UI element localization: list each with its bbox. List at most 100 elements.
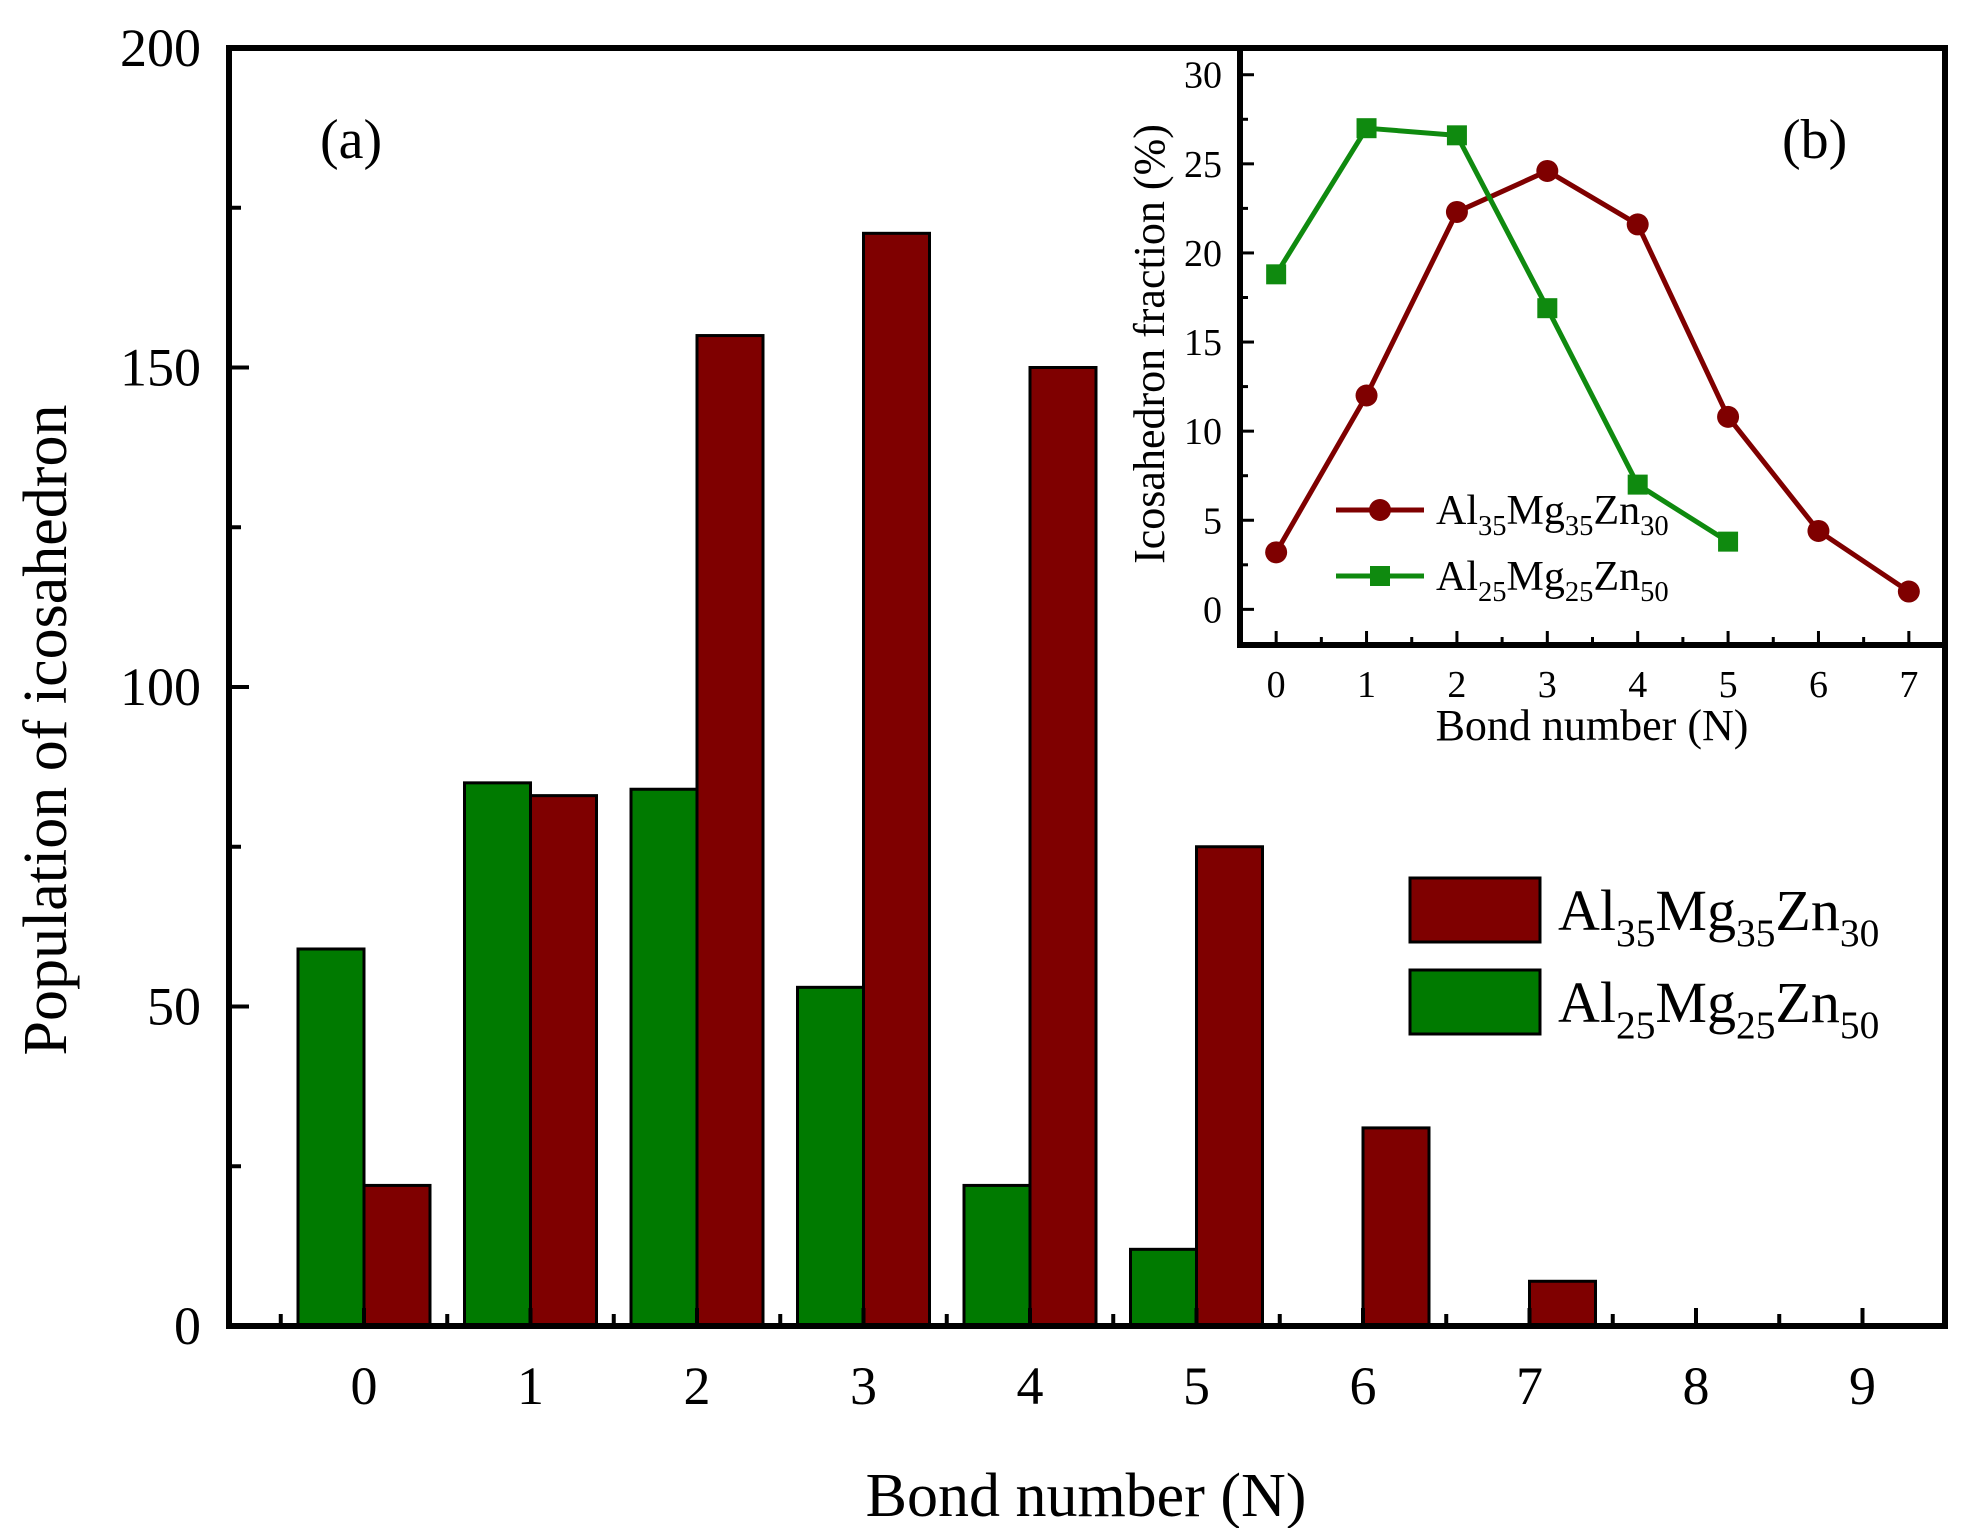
x-tick-label: 7 <box>1516 1356 1543 1416</box>
point-Al25Mg25Zn50-4 <box>1627 474 1648 495</box>
y-tick-label: 150 <box>120 338 201 398</box>
line-Al25Mg25Zn50 <box>1274 125 1730 544</box>
main-bars <box>296 231 1597 1328</box>
point-Al25Mg25Zn50-3 <box>1537 298 1558 319</box>
x-tick-label: 3 <box>850 1356 877 1416</box>
x-tick-label: 6 <box>1350 1356 1377 1416</box>
main-y-axis-title: Population of icosahedron <box>12 405 80 1056</box>
point-Al25Mg25Zn50-5 <box>1718 531 1739 552</box>
point-Al35Mg35Zn30-4 <box>1626 213 1649 236</box>
formula-element: Zn <box>1593 488 1640 534</box>
x-tick-label: 5 <box>1183 1356 1210 1416</box>
point-Al35Mg35Zn30-1 <box>1355 384 1378 407</box>
formula-element: Zn <box>1593 554 1640 600</box>
point-Al35Mg35Zn30-6 <box>1807 519 1830 542</box>
inset-x-tick-label: 5 <box>1719 664 1738 706</box>
inset-x-tick-label: 6 <box>1809 664 1828 706</box>
bar-Al25Mg25Zn50-1 <box>463 781 532 1328</box>
x-tick-label: 9 <box>1849 1356 1876 1416</box>
y-tick-label: 100 <box>120 657 201 717</box>
y-tick-label: 50 <box>147 977 201 1037</box>
inset-y-axis-title: Icosahedron fraction (%) <box>1125 124 1174 564</box>
formula-subscript: 35 <box>1736 911 1775 955</box>
x-tick-label: 1 <box>517 1356 544 1416</box>
main-y-axis: 0 50 100 150 200 <box>120 18 249 1356</box>
point-Al25Mg25Zn50-0 <box>1266 264 1287 285</box>
formula-subscript: 25 <box>1616 1003 1655 1047</box>
inset-y-tick-label: 0 <box>1203 589 1222 631</box>
line-Al35Mg35Zn30 <box>1273 168 1911 594</box>
formula-element: Mg <box>1507 488 1565 534</box>
formula-element: Al <box>1436 488 1478 534</box>
bar-Al35Mg35Zn30-3 <box>862 231 931 1328</box>
inset-y-tick-label: 25 <box>1184 144 1222 186</box>
series-Al25Mg25Zn50 <box>1266 118 1739 552</box>
panel-label-b: (b) <box>1782 109 1847 171</box>
inset-x-tick-label: 1 <box>1357 664 1376 706</box>
formula-element: Zn <box>1775 970 1839 1035</box>
x-tick-label: 0 <box>351 1356 378 1416</box>
formula-subscript: 25 <box>1478 577 1507 608</box>
bar-Al35Mg35Zn30-4 <box>1028 366 1098 1328</box>
formula-element: Mg <box>1507 554 1565 600</box>
bar-Al35Mg35Zn30-7 <box>1528 1279 1597 1328</box>
formula-subscript: 35 <box>1565 511 1594 542</box>
inset-y-tick-label: 10 <box>1184 411 1222 453</box>
bar-Al35Mg35Zn30-2 <box>695 334 765 1328</box>
point-Al25Mg25Zn50-2 <box>1446 125 1467 146</box>
x-tick-label: 2 <box>684 1356 711 1416</box>
inset-y-tick-label: 30 <box>1184 55 1222 97</box>
point-Al35Mg35Zn30-0 <box>1265 541 1288 564</box>
point-Al25Mg25Zn50-1 <box>1356 118 1377 139</box>
inset-line-chart: 0 5 10 15 20 25 30 0 1 2 3 4 5 6 7 Bond number (N) Ic… <box>1125 45 1948 750</box>
point-Al35Mg35Zn30-3 <box>1536 159 1559 182</box>
inset-x-tick-label: 0 <box>1267 664 1286 706</box>
inset-x-tick-label: 4 <box>1628 664 1647 706</box>
point-Al35Mg35Zn30-7 <box>1897 580 1920 603</box>
formula-element: Mg <box>1655 878 1736 943</box>
formula-subscript: 30 <box>1640 511 1669 542</box>
inset-x-tick-label: 7 <box>1899 664 1918 706</box>
point-Al35Mg35Zn30-2 <box>1445 200 1468 223</box>
formula-subscript: 50 <box>1840 1003 1879 1047</box>
inset-x-tick-label: 2 <box>1447 664 1466 706</box>
series-Al35Mg35Zn30 <box>1265 159 1920 603</box>
formula-subscript: 25 <box>1565 577 1594 608</box>
legend-label-Al35Mg35Zn30: Al35Mg35Zn30 <box>1558 878 1879 955</box>
inset-y-tick-label: 20 <box>1184 233 1222 275</box>
formula-element: Al <box>1558 970 1616 1035</box>
formula-subscript: 35 <box>1478 511 1507 542</box>
inset-y-tick-label: 5 <box>1203 500 1222 542</box>
legend-swatch-Al35Mg35Zn30 <box>1408 876 1542 944</box>
formula-element: Al <box>1558 878 1616 943</box>
inset-legend-marker-Al25Mg25Zn50 <box>1370 566 1390 586</box>
formula-element: Mg <box>1655 970 1736 1035</box>
point-Al35Mg35Zn30-5 <box>1717 405 1740 428</box>
x-tick-label: 4 <box>1017 1356 1044 1416</box>
inset-x-axis: 0 1 2 3 4 5 6 7 <box>1267 631 1918 706</box>
formula-element: Zn <box>1775 878 1839 943</box>
inset-x-tick-label: 3 <box>1538 664 1557 706</box>
inset-legend-marker-Al35Mg35Zn30 <box>1369 499 1391 521</box>
bar-Al25Mg25Zn50-5 <box>1129 1247 1198 1328</box>
inset-y-axis: 0 5 10 15 20 25 30 <box>1184 55 1254 631</box>
bar-Al35Mg35Zn30-0 <box>362 1183 432 1328</box>
bar-Al25Mg25Zn50-2 <box>629 787 699 1328</box>
legend-label-Al25Mg25Zn50: Al25Mg25Zn50 <box>1558 970 1879 1047</box>
bar-Al35Mg35Zn30-5 <box>1195 845 1264 1328</box>
inset-lines <box>1265 118 1920 603</box>
inset-legend-label-Al25Mg25Zn50: Al25Mg25Zn50 <box>1436 554 1669 608</box>
formula-subscript: 30 <box>1840 911 1879 955</box>
panel-label-a: (a) <box>320 109 382 171</box>
bar-Al35Mg35Zn30-1 <box>529 794 598 1328</box>
main-x-axis-title: Bond number (N) <box>866 1462 1307 1528</box>
formula-subscript: 50 <box>1640 577 1669 608</box>
bar-Al25Mg25Zn50-4 <box>962 1183 1032 1328</box>
formula-subscript: 35 <box>1616 911 1655 955</box>
bar-Al35Mg35Zn30-6 <box>1361 1126 1431 1328</box>
bar-Al25Mg25Zn50-3 <box>796 985 865 1328</box>
